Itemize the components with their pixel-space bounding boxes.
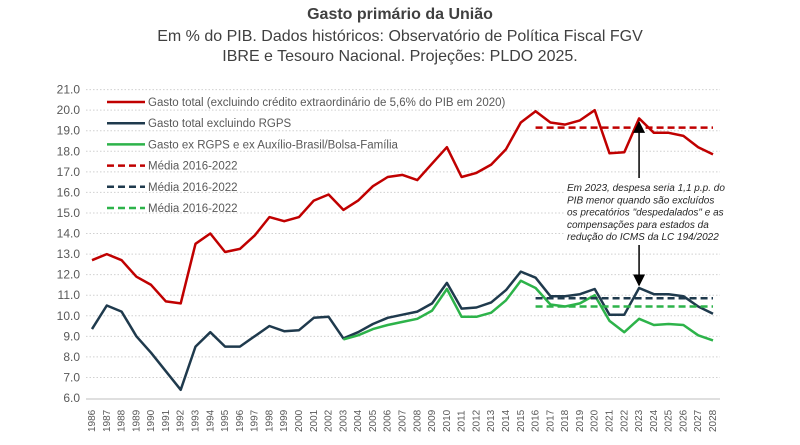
y-tick-label: 9.0 xyxy=(63,329,80,343)
x-tick-label: 2026 xyxy=(678,409,689,432)
x-tick-label: 1994 xyxy=(205,409,216,432)
annotation-text: redução do ICMS da LC 194/2022 xyxy=(567,232,719,243)
x-tick-label: 2011 xyxy=(457,410,468,432)
x-tick-label: 2021 xyxy=(605,409,616,432)
x-tick-label: 2010 xyxy=(442,409,453,432)
x-tick-label: 1996 xyxy=(235,409,246,432)
annotation-text: os precatórios "despedalados" e as xyxy=(567,208,724,219)
series-line-0 xyxy=(91,108,714,305)
x-tick-label: 1988 xyxy=(117,409,128,432)
chart-subtitle-line-1: Em % do PIB. Dados históricos: Observató… xyxy=(157,28,643,45)
x-tick-label: 2027 xyxy=(693,409,704,432)
y-tick-label: 6.0 xyxy=(63,391,80,405)
y-tick-label: 13.0 xyxy=(57,247,81,261)
x-tick-label: 2028 xyxy=(708,409,719,432)
y-tick-label: 7.0 xyxy=(63,370,80,384)
x-tick-label: 1990 xyxy=(146,409,157,432)
y-tick-label: 10.0 xyxy=(57,309,81,323)
y-tick-label: 17.0 xyxy=(57,165,81,179)
y-tick-label: 14.0 xyxy=(57,227,81,241)
x-tick-label: 2019 xyxy=(575,409,586,432)
chart-title: Gasto primário da União xyxy=(307,6,493,23)
annotation-text: compensações para estados da xyxy=(567,220,709,231)
y-tick-label: 8.0 xyxy=(63,350,80,364)
x-tick-label: 1986 xyxy=(87,409,98,432)
legend-label: Gasto ex RGPS e ex Auxílio-Brasil/Bolsa-… xyxy=(148,139,398,151)
legend-label: Média 2016-2022 xyxy=(148,182,238,194)
legend-label: Média 2016-2022 xyxy=(148,203,238,215)
y-tick-label: 15.0 xyxy=(57,206,81,220)
y-tick-label: 11.0 xyxy=(58,288,81,302)
x-tick-label: 2008 xyxy=(412,409,423,432)
x-tick-label: 2006 xyxy=(383,409,394,432)
annotation-text: Em 2023, despesa seria 1,1 p.p. do xyxy=(567,183,725,194)
x-tick-label: 1991 xyxy=(161,409,172,432)
series-line-1 xyxy=(90,270,714,392)
x-tick-label: 2003 xyxy=(338,409,349,432)
x-tick-label: 2014 xyxy=(501,409,512,432)
x-tick-label: 2018 xyxy=(560,409,571,432)
x-tick-label: 1993 xyxy=(191,409,202,432)
series-line-2 xyxy=(343,279,714,342)
x-tick-label: 2009 xyxy=(427,409,438,432)
x-tick-label: 2012 xyxy=(471,409,482,432)
x-tick-label: 2013 xyxy=(486,409,497,432)
y-tick-label: 21.0 xyxy=(57,83,81,97)
x-tick-label: 2002 xyxy=(324,409,335,432)
x-tick-label: 1995 xyxy=(220,409,231,432)
x-tick-label: 2001 xyxy=(309,409,320,432)
x-tick-label: 1987 xyxy=(102,409,113,432)
x-tick-label: 1998 xyxy=(264,409,275,432)
y-tick-label: 18.0 xyxy=(57,144,81,158)
x-tick-label: 2020 xyxy=(590,409,601,432)
y-tick-label: 12.0 xyxy=(57,268,81,282)
chart-subtitle-line-2: IBRE e Tesouro Nacional. Projeções: PLDO… xyxy=(222,48,578,65)
y-tick-label: 20.0 xyxy=(57,103,81,117)
y-tick-label: 16.0 xyxy=(57,185,81,199)
x-tick-label: 1989 xyxy=(131,409,142,432)
legend-label: Média 2016-2022 xyxy=(148,161,238,173)
x-tick-label: 2023 xyxy=(634,409,645,432)
x-tick-label: 2000 xyxy=(294,409,305,432)
x-tick-label: 2016 xyxy=(531,409,542,432)
annotation-background xyxy=(565,180,725,243)
x-tick-label: 2005 xyxy=(368,409,379,432)
x-tick-label: 1999 xyxy=(279,409,290,432)
legend-label: Gasto total excluindo RGPS xyxy=(148,118,292,130)
x-tick-label: 2025 xyxy=(664,409,675,432)
legend-label: Gasto total (excluindo crédito extraordi… xyxy=(148,97,506,109)
x-tick-label: 2007 xyxy=(398,409,409,432)
annotation-text: PIB menor quando são excluídos xyxy=(567,195,714,206)
x-tick-label: 2024 xyxy=(649,409,660,432)
x-tick-label: 1997 xyxy=(250,409,261,432)
y-tick-label: 19.0 xyxy=(57,124,81,138)
x-tick-label: 2017 xyxy=(545,409,556,432)
x-tick-label: 2022 xyxy=(619,409,630,432)
x-tick-label: 2004 xyxy=(353,409,364,432)
x-tick-label: 1992 xyxy=(176,409,187,432)
x-tick-label: 2015 xyxy=(516,409,527,432)
